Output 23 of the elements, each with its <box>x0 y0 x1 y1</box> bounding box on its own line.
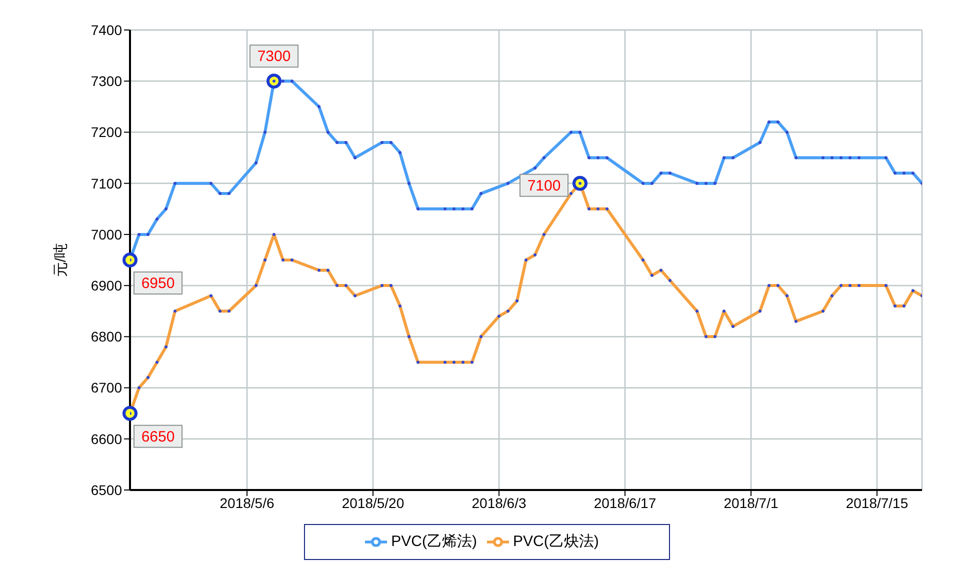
x-tick-label: 2018/7/15 <box>846 494 908 511</box>
annotation: 7100 <box>527 177 561 194</box>
x-tick-label: 2018/7/1 <box>724 494 778 511</box>
y-tick-label: 6700 <box>90 380 122 396</box>
x-tick-label: 2018/5/6 <box>220 494 274 511</box>
x-tick-label: 2018/6/3 <box>472 494 526 511</box>
y-tick-label: 6900 <box>90 278 122 294</box>
y-tick-label: 6800 <box>90 328 122 345</box>
annotation: 6950 <box>141 275 175 292</box>
y-tick-label: 7000 <box>90 226 122 242</box>
y-tick-label: 7200 <box>90 124 122 140</box>
annotation: 6650 <box>141 428 175 446</box>
y-tick-label: 7400 <box>90 22 122 38</box>
y-axis-title: 元/吨 <box>52 242 70 278</box>
legend-label: PVC(乙炔法) <box>513 532 599 550</box>
y-tick-label: 6600 <box>90 430 122 447</box>
annotation: 7300 <box>257 48 291 66</box>
legend-label: PVC(乙烯法) <box>391 532 477 550</box>
y-tick-label: 6500 <box>90 482 122 498</box>
x-tick-label: 2018/6/17 <box>594 494 656 511</box>
y-tick-label: 7300 <box>90 73 122 90</box>
x-tick-label: 2018/5/20 <box>342 494 404 511</box>
y-tick-label: 7100 <box>90 175 122 192</box>
